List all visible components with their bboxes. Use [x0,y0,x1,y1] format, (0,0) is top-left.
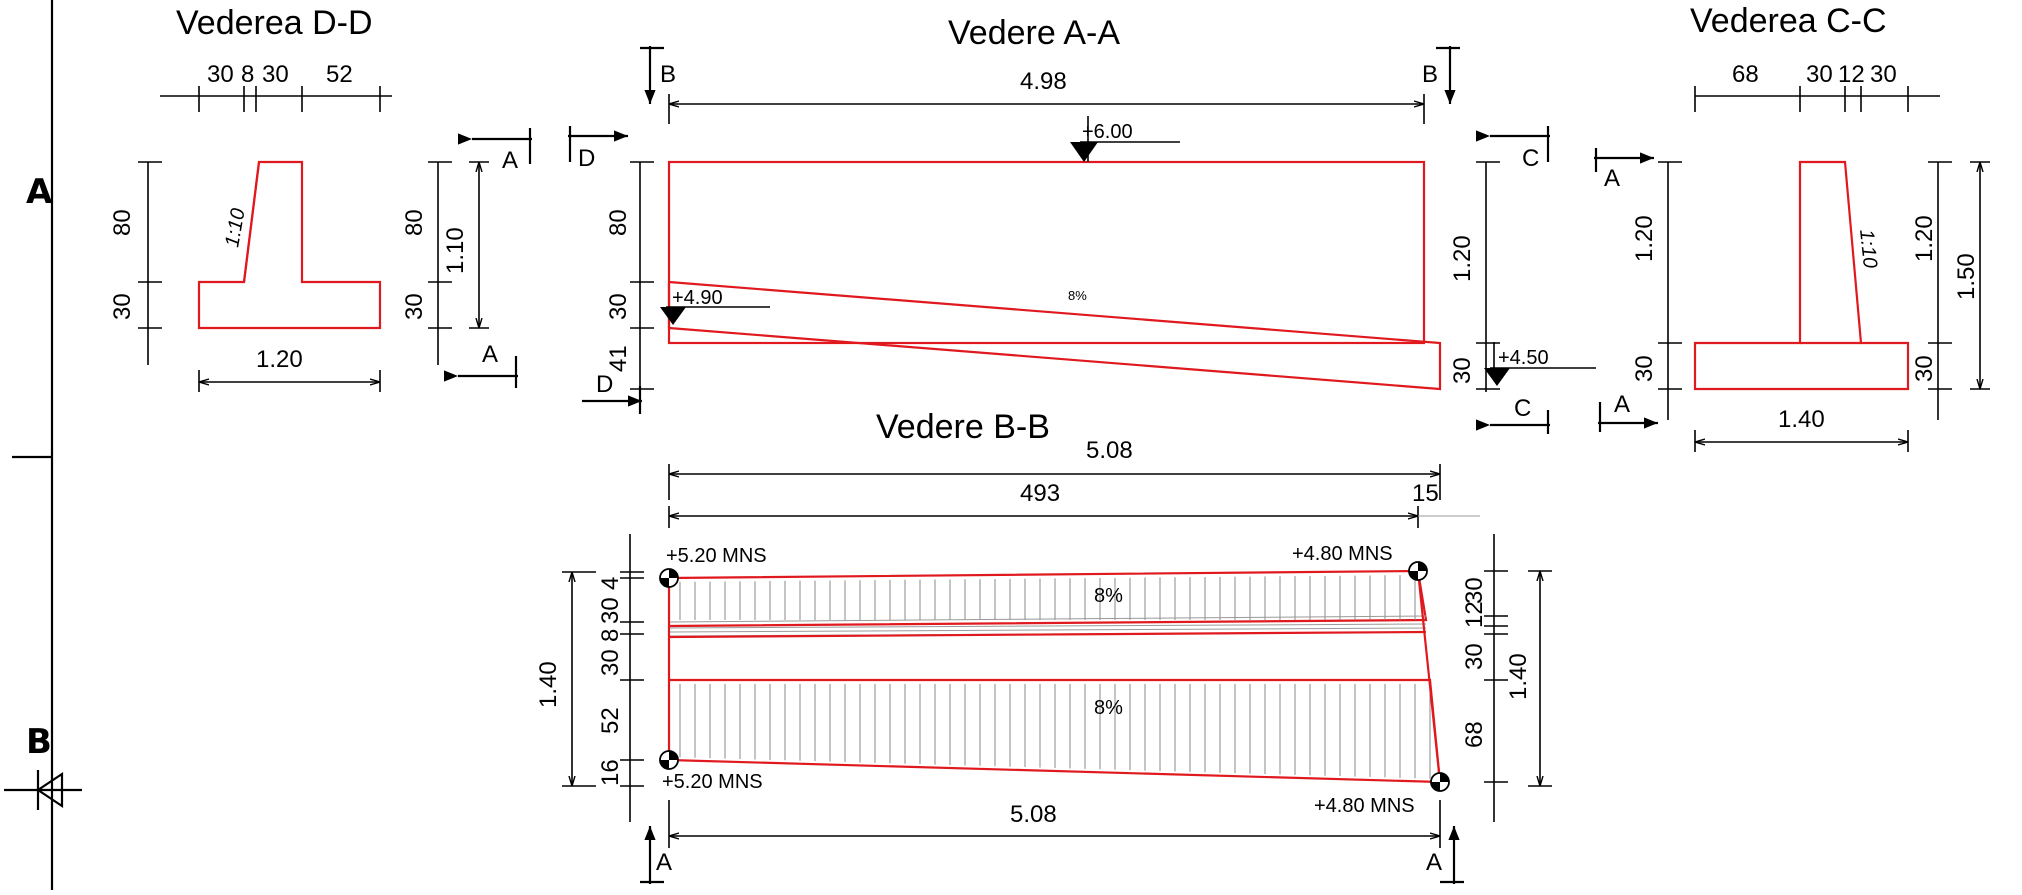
aa-right-dim-2: 30 [1449,357,1476,384]
bb-top-sub2: 15 [1412,480,1439,507]
bb-right-dim-1: 30 [1461,577,1488,604]
cc-top-dim-3: 12 [1838,61,1865,88]
bb-right-dim-3: 30 [1461,643,1488,670]
cc-right-dim-1: 1.20 [1911,215,1938,262]
bb-left-dim-3: 8 [597,629,624,642]
bb-top-sub: 493 [1020,480,1060,507]
aa-section-c-bottom: C [1514,395,1531,422]
cc-left-dim-1: 1.20 [1631,215,1658,262]
cc-top-dim-1: 68 [1732,61,1759,88]
dd-top-dim-2: 8 [241,61,254,88]
view-bb-title: Vedere B-B [876,408,1050,446]
dd-section-mark-top: A [502,147,518,174]
bb-right-dim-4: 68 [1461,721,1488,748]
bb-bottom-dim: 5.08 [1010,801,1057,828]
benchmark-bl [659,750,679,770]
aa-left-dim-2: 30 [605,293,632,320]
view-aa: Vedere A-A 4.98 B B D D C C +6.00 [568,14,1596,434]
cc-right-total: 1.50 [1953,253,1980,300]
grid-label-a: A [26,172,53,212]
bb-section-a-left: A [656,849,672,876]
view-dd: Vederea D-D 30 8 30 52 80 30 1:10 1.20 8… [109,4,532,392]
bb-slope-bottom: 8% [1094,697,1123,719]
cc-bottom-dim: 1.40 [1778,406,1825,433]
view-bb: Vedere B-B 5.08 493 15 [535,408,1552,884]
aa-slope: 8% [1068,288,1087,303]
bb-right-dim-2: 12 [1461,601,1488,628]
cc-top-dim-4: 30 [1870,61,1897,88]
dd-left-dim-1: 80 [109,209,136,236]
grid-axis: A B [4,0,82,890]
view-aa-title: Vedere A-A [948,14,1120,52]
grid-label-b: B [26,722,52,762]
aa-top-dim: 4.98 [1020,68,1067,95]
cc-left-dim-2: 30 [1631,355,1658,382]
bb-level-tr: +4.80 MNS [1292,543,1393,565]
bb-level-tl: +5.20 MNS [666,545,767,567]
benchmark-tr [1408,561,1428,581]
bb-left-total: 1.40 [535,661,562,708]
dd-top-dim-1: 30 [207,61,234,88]
cc-slope: 1:10 [1855,228,1881,269]
aa-level-left: +4.90 [672,287,723,309]
aa-section-b-right: B [1422,61,1438,88]
aa-section-d-top: D [578,145,595,172]
bb-slope-top: 8% [1094,585,1123,607]
dd-top-dim-4: 52 [326,61,353,88]
view-cc-title: Vederea C-C [1690,2,1887,40]
bb-left-dim-2: 30 [597,597,624,624]
dd-section-mark-bottom: A [482,341,498,368]
dd-right-dim-1: 80 [401,209,428,236]
aa-section-b-left: B [660,61,676,88]
dd-bottom-dim: 1.20 [256,346,303,373]
dd-slope: 1:10 [221,207,249,249]
aa-level-right: +4.50 [1498,347,1549,369]
bb-left-dim-1: 4 [597,577,624,590]
aa-left-dim-1: 80 [605,209,632,236]
aa-level-top: +6.00 [1082,121,1133,143]
bb-top-total: 5.08 [1086,437,1133,464]
dd-right-dim-2: 30 [401,293,428,320]
cc-right-dim-2: 30 [1911,355,1938,382]
cc-top-dim-2: 30 [1806,61,1833,88]
aa-section-d-bottom: D [596,371,613,398]
cc-section-mark-top: A [1604,165,1620,192]
dd-left-dim-2: 30 [109,293,136,320]
view-cc: Vederea C-C 68 30 12 30 1.20 30 1:10 1.2… [1594,2,1990,452]
bb-level-bl: +5.20 MNS [662,771,763,793]
dd-right-total: 1.10 [442,227,469,274]
bb-left-dim-4: 30 [597,649,624,676]
benchmark-tl [659,568,679,588]
cc-section-mark-bottom: A [1614,391,1630,418]
bb-section-a-right: A [1426,849,1442,876]
hatch-top [679,575,1416,620]
bb-left-dim-5: 52 [597,707,624,734]
view-dd-title: Vederea D-D [176,4,373,42]
bb-level-br: +4.80 MNS [1314,795,1415,817]
bb-right-total: 1.40 [1505,653,1532,700]
aa-section-c-top: C [1522,145,1539,172]
aa-left-dim-3: 41 [605,345,632,372]
aa-right-dim-1: 1.20 [1449,235,1476,282]
bb-left-dim-6: 16 [597,759,624,786]
dd-top-dim-3: 30 [262,61,289,88]
hatch-bottom [679,684,1431,779]
benchmark-br [1430,772,1450,792]
